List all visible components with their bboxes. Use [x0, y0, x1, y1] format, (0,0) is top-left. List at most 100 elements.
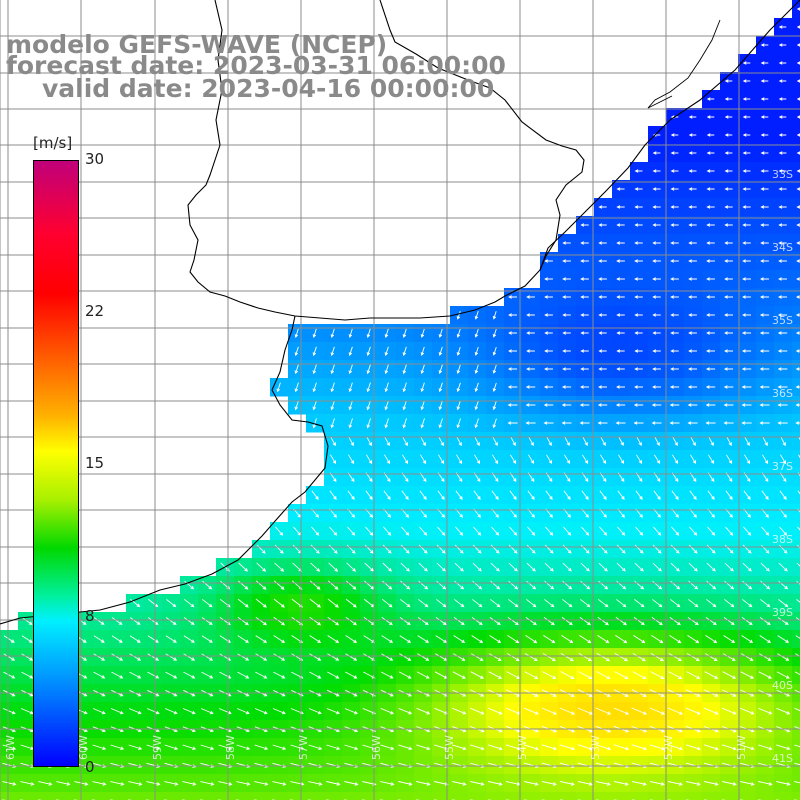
wind-arrow — [616, 313, 625, 317]
wind-arrow — [326, 708, 340, 715]
wind-arrow — [201, 617, 213, 626]
wind-arrow — [670, 259, 679, 263]
wind-arrow — [525, 635, 538, 644]
wind-cell — [540, 792, 559, 800]
wind-arrow — [201, 653, 214, 661]
wind-arrow — [294, 400, 299, 411]
wind-arrow — [595, 744, 612, 751]
wind-arrow — [724, 598, 735, 608]
wind-arrow — [741, 331, 752, 335]
wind-arrow — [777, 403, 788, 407]
wind-arrow — [418, 580, 429, 590]
wind-arrow — [777, 421, 788, 425]
wind-arrow — [456, 400, 461, 411]
wind-arrow — [778, 562, 788, 572]
wind-arrow — [742, 187, 751, 191]
wind-arrow — [560, 671, 575, 679]
wind-arrow — [345, 671, 358, 679]
wind-arrow — [778, 223, 787, 227]
wind-arrow — [434, 781, 449, 786]
wind-arrow — [688, 313, 697, 317]
wind-arrow — [420, 418, 425, 429]
wind-arrow — [255, 671, 268, 679]
wind-arrow — [417, 635, 430, 643]
wind-cell — [450, 792, 469, 800]
wind-arrow — [380, 707, 395, 715]
wind-arrow — [688, 115, 697, 119]
wind-arrow — [273, 671, 286, 679]
wind-arrow — [723, 403, 734, 407]
wind-arrow — [688, 544, 698, 554]
wind-arrow — [652, 544, 662, 554]
wind-arrow — [796, 7, 800, 11]
wind-arrow — [742, 169, 751, 173]
wind-arrow — [634, 313, 643, 317]
wind-arrow — [723, 367, 734, 371]
wind-arrow — [528, 454, 535, 465]
wind-arrow — [580, 349, 589, 353]
wind-cell — [792, 630, 800, 649]
wind-arrow — [579, 616, 591, 626]
wind-arrow — [577, 744, 594, 751]
wind-arrow — [724, 295, 733, 299]
wind-arrow — [507, 617, 519, 626]
wind-arrow — [110, 781, 125, 786]
wind-arrow — [308, 708, 322, 715]
wind-arrow — [274, 562, 285, 572]
wind-cell — [90, 792, 109, 800]
wind-arrow — [706, 331, 715, 335]
wind-arrow — [742, 61, 751, 65]
wind-arrow — [384, 436, 390, 447]
wind-arrow — [667, 707, 683, 715]
wind-arrow — [724, 259, 733, 263]
wind-arrow — [456, 346, 461, 356]
wind-arrow — [688, 598, 699, 608]
colorbar-tick-22: 22 — [85, 302, 105, 320]
wind-arrow — [544, 544, 554, 554]
wind-arrow — [438, 382, 443, 393]
wind-arrow — [474, 418, 479, 429]
wind-arrow — [345, 635, 358, 644]
latitude-label: 41S — [772, 752, 793, 765]
wind-arrow — [670, 562, 680, 572]
wind-cell — [180, 792, 199, 800]
wind-arrow — [654, 436, 660, 447]
wind-arrow — [488, 653, 502, 661]
wind-arrow — [380, 671, 394, 679]
wind-arrow — [348, 436, 354, 447]
wind-arrow — [722, 781, 737, 786]
wind-arrow — [669, 421, 680, 425]
wind-cell — [270, 792, 289, 800]
wind-arrow — [420, 454, 427, 465]
wind-cell — [792, 162, 800, 181]
wind-arrow — [454, 544, 464, 554]
wind-arrow — [508, 295, 517, 299]
wind-arrow — [760, 580, 771, 590]
wind-arrow — [742, 97, 751, 101]
wind-arrow — [759, 331, 770, 335]
wind-arrow — [580, 331, 589, 335]
wind-arrow — [650, 671, 665, 679]
wind-arrow — [348, 400, 353, 411]
wind-arrow — [688, 580, 699, 590]
wind-arrow — [778, 133, 787, 137]
wind-arrow — [562, 313, 571, 317]
wind-cell — [792, 648, 800, 667]
wind-arrow — [492, 364, 497, 374]
wind-arrow — [649, 781, 665, 786]
wind-arrow — [380, 744, 395, 751]
wind-arrow — [577, 781, 593, 786]
wind-arrow — [506, 671, 521, 679]
wind-arrow — [455, 490, 463, 500]
wind-arrow — [725, 490, 733, 500]
wind-arrow — [580, 544, 590, 554]
wind-arrow — [328, 562, 339, 572]
wind-arrow — [2, 744, 17, 751]
wind-cell — [720, 792, 739, 800]
wind-arrow — [706, 313, 715, 317]
wind-arrow — [688, 205, 697, 209]
latitude-label: 38S — [772, 533, 793, 546]
wind-cell — [792, 540, 800, 559]
wind-arrow — [722, 653, 736, 661]
